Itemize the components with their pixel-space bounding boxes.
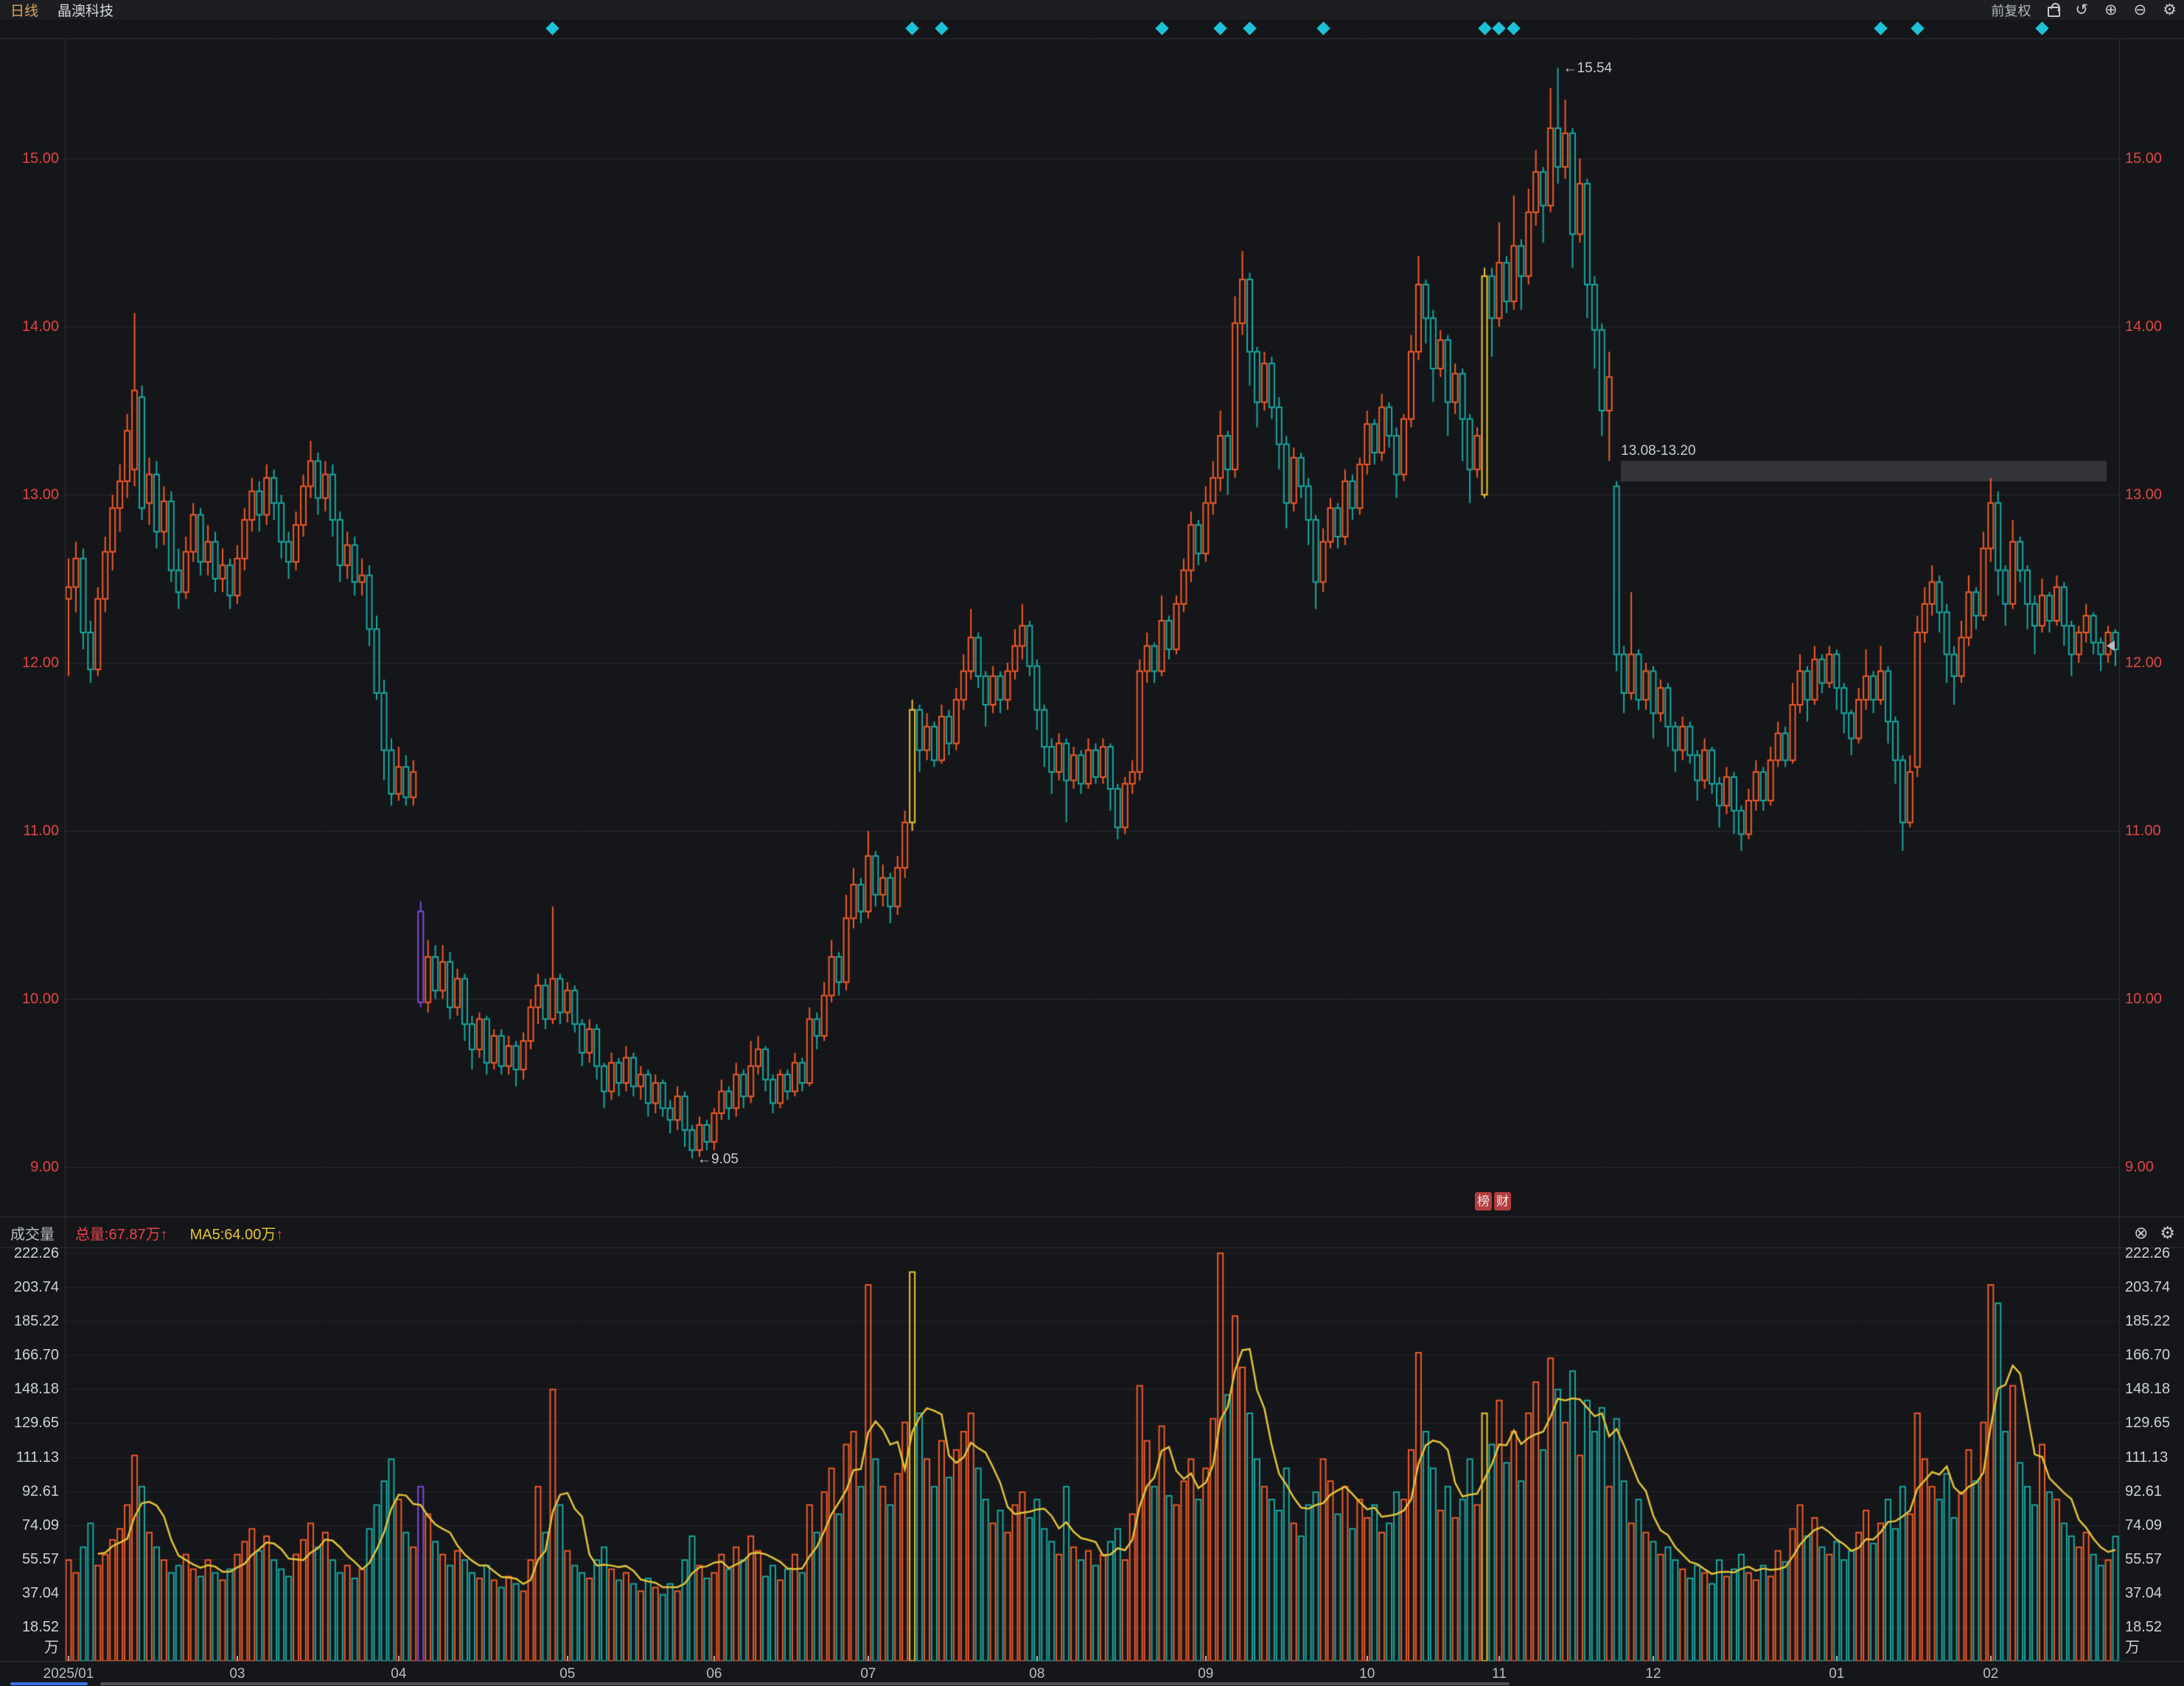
last-price-marker-icon [2107, 641, 2115, 652]
date-axis-label: 04 [391, 1666, 407, 1682]
price-axis-label-left: 14.00 [21, 318, 59, 335]
volume-axis-label-right: 55.57 [2125, 1550, 2163, 1567]
date-axis-label: 2025/01 [43, 1666, 94, 1682]
volume-pane-header: 成交量 总量:67.87万↑ MA5:64.00万↑ ⊗ ⚙ [0, 1218, 2184, 1247]
month-tick [67, 1656, 69, 1661]
up-arrow-icon: ↑ [276, 1226, 284, 1243]
volume-axis-label-left: 74.09 [21, 1516, 59, 1533]
price-axis-label-left: 10.00 [21, 991, 59, 1007]
price-axis-label-left: 9.00 [30, 1159, 59, 1175]
price-axis-label-right: 9.00 [2125, 1159, 2154, 1175]
volume-axis-label-left: 166.70 [13, 1347, 59, 1364]
price-axis-label-right: 12.00 [2125, 655, 2163, 671]
up-arrow-icon: ↑ [160, 1226, 168, 1243]
date-axis-label: 09 [1198, 1666, 1214, 1682]
date-axis-label: 08 [1029, 1666, 1045, 1682]
volume-axis-label-left: 18.52 [21, 1618, 59, 1635]
volume-axis-label-right: 166.70 [2125, 1347, 2171, 1364]
volume-axis-label-left: 55.57 [21, 1550, 59, 1567]
month-tick [867, 1656, 869, 1661]
date-axis-label: 01 [1829, 1666, 1845, 1682]
volume-axis-label-right: 222.26 [2125, 1245, 2171, 1261]
price-axis-label-left: 13.00 [21, 487, 59, 503]
volume-axis-label-right: 37.04 [2125, 1584, 2163, 1601]
price-axis-label-right: 14.00 [2125, 318, 2163, 335]
volume-axis-label-right: 74.09 [2125, 1516, 2163, 1533]
volume-axis-label-right: 129.65 [2125, 1415, 2171, 1432]
date-axis-label: 06 [706, 1666, 722, 1682]
volume-pane-actions: ⊗ ⚙ [2134, 1223, 2175, 1243]
date-axis-label: 07 [860, 1666, 876, 1682]
price-axis-label-right: 10.00 [2125, 991, 2163, 1007]
month-tick [1498, 1656, 1500, 1661]
volume-axis-label-left: 148.18 [13, 1381, 59, 1398]
volume-unit-left: 万 [44, 1640, 59, 1656]
badge-char-bang: 榜 [1475, 1192, 1492, 1210]
month-tick [1652, 1656, 1654, 1661]
volume-axis-label-left: 37.04 [21, 1584, 59, 1601]
volume-total-value: 总量:67.87万↑ [75, 1226, 168, 1243]
date-axis-label: 11 [1492, 1666, 1507, 1682]
volume-axis-label-left: 129.65 [13, 1415, 59, 1432]
month-tick [397, 1656, 400, 1661]
pane-settings-gear-icon[interactable]: ⚙ [2160, 1222, 2175, 1242]
volume-axis-label-right: 111.13 [2125, 1449, 2169, 1466]
volume-axis-label-left: 185.22 [13, 1313, 59, 1330]
volume-axis-label-left: 203.74 [13, 1279, 59, 1296]
volume-axis-label-left: 92.61 [21, 1483, 59, 1499]
price-axis-label-left: 15.00 [21, 150, 59, 167]
month-tick [566, 1656, 568, 1661]
price-axis-label-left: 12.00 [21, 655, 59, 671]
volume-pane-title: 成交量 [10, 1226, 55, 1243]
high-price-annotation: ←15.54 [1563, 60, 1613, 76]
volume-axis-label-left: 111.13 [15, 1449, 59, 1466]
low-price-annotation: ←9.05 [697, 1151, 739, 1167]
price-axis-label-right: 15.00 [2125, 150, 2163, 167]
ranking-badge[interactable]: 榜 财 [1475, 1192, 1511, 1210]
date-axis-label: 05 [559, 1666, 576, 1682]
month-tick [1835, 1656, 1838, 1661]
volume-axis-label-right: 185.22 [2125, 1313, 2171, 1330]
scrollbar-track[interactable] [100, 1682, 1510, 1685]
date-axis-label: 03 [229, 1666, 245, 1682]
month-tick [1204, 1656, 1207, 1661]
date-axis-label: 02 [1983, 1666, 1999, 1682]
price-axis-label-right: 11.00 [2125, 823, 2161, 839]
gap-range-annotation: 13.08-13.20 [1621, 443, 1696, 459]
month-tick [1036, 1656, 1038, 1661]
date-axis-label: 10 [1359, 1666, 1375, 1682]
month-tick [236, 1656, 238, 1661]
price-axis-label-right: 13.00 [2125, 487, 2163, 503]
volume-axis-label-left: 222.26 [13, 1245, 59, 1261]
month-tick [1989, 1656, 1992, 1661]
gap-zone-band [1621, 461, 2107, 481]
price-axis-label-left: 11.00 [23, 823, 59, 839]
month-tick [1366, 1656, 1368, 1661]
badge-char-cai: 财 [1494, 1192, 1511, 1210]
scrollbar-active-segment[interactable] [10, 1682, 88, 1685]
volume-unit-right: 万 [2125, 1640, 2140, 1656]
volume-axis-label-right: 92.61 [2125, 1483, 2163, 1499]
month-tick [713, 1656, 715, 1661]
date-axis-label: 12 [1645, 1666, 1661, 1682]
volume-axis-label-right: 203.74 [2125, 1279, 2171, 1296]
volume-axis-label-right: 148.18 [2125, 1381, 2171, 1398]
close-pane-icon[interactable]: ⊗ [2134, 1222, 2149, 1242]
volume-ma5-value: MA5:64.00万↑ [189, 1226, 284, 1243]
volume-axis-label-right: 18.52 [2125, 1618, 2163, 1635]
